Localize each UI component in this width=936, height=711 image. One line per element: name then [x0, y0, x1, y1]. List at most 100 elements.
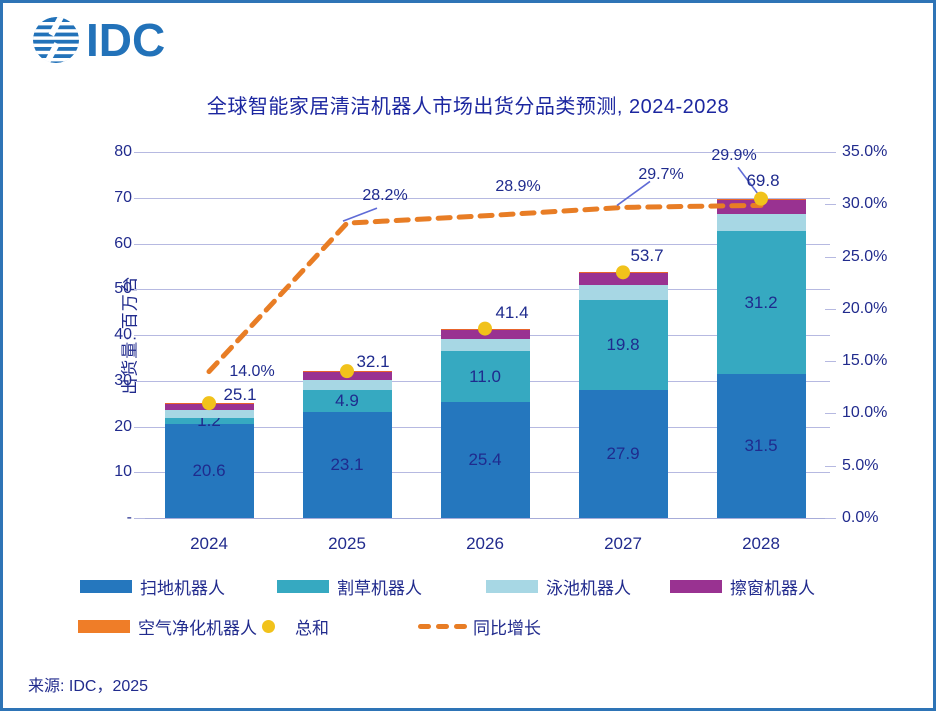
total-marker-dot	[754, 191, 768, 206]
x-axis-label: 2026	[466, 534, 504, 553]
gridline	[140, 152, 830, 153]
pct-axis-tick-label: 20.0%	[842, 299, 888, 317]
y-axis-tick-label: 60	[114, 234, 132, 252]
axis-tick-right	[825, 413, 836, 415]
pct-axis-tick-label: 25.0%	[842, 247, 888, 265]
legend-swatch-rect	[78, 619, 130, 633]
pct-axis-tick-label: 30.0%	[842, 195, 888, 213]
label-leader-line	[616, 180, 651, 207]
legend-swatch-dot	[262, 619, 275, 633]
bar-segment-泳池机器人	[440, 339, 530, 352]
bar-segment-扫地机器人	[440, 401, 530, 518]
axis-tick-left	[134, 426, 145, 428]
axis-tick-right	[825, 361, 836, 363]
x-axis-label: 2028	[742, 534, 780, 553]
legend-dash	[418, 623, 431, 629]
legend-label: 割草机器人	[337, 578, 422, 598]
legend-swatch-dashes	[418, 623, 467, 629]
idc-logo-graphic: IDC	[33, 14, 165, 66]
pct-axis-tick-label: 35.0%	[842, 143, 888, 160]
axis-tick-left	[134, 472, 145, 474]
growth-pct-label: 29.7%	[638, 166, 684, 184]
y-axis-tick-label: 70	[114, 188, 132, 206]
bar-segment-扫地机器人	[164, 423, 254, 518]
plot-area: 出货量: 百万台 80 70 60 50 40 30 20 10-35.0% 30.0% 25.0…	[114, 143, 887, 553]
total-value-label: 53.7	[630, 246, 664, 266]
bar-segment-扫地机器人	[302, 412, 392, 518]
legend-item-扫地机器人: 扫地机器人	[80, 576, 225, 598]
gridline	[140, 197, 830, 199]
growth-line	[206, 202, 764, 375]
total-value-label: 69.8	[746, 170, 780, 190]
legend-dash	[454, 623, 467, 629]
axis-tick-left	[134, 518, 145, 519]
gridline	[140, 289, 830, 291]
axis-tick-right	[825, 518, 836, 519]
growth-pct-label: 28.2%	[362, 187, 408, 205]
legend-item-割草机器人: 割草机器人	[277, 576, 422, 598]
gridline	[140, 518, 830, 519]
bar-segment-割草机器人	[716, 231, 806, 374]
y-axis-tick-label: -	[126, 509, 132, 526]
x-axis-label: 2024	[190, 534, 228, 553]
total-value-label: 25.1	[223, 385, 257, 405]
axis-tick-left	[134, 380, 145, 382]
growth-pct-label: 14.0%	[229, 362, 275, 380]
axis-tick-right	[825, 465, 836, 467]
source-note: 来源: IDC，2025	[28, 678, 149, 695]
pct-axis-tick-label: 15.0%	[842, 352, 888, 370]
y-axis-tick-label: 50	[114, 280, 132, 298]
line-overlay	[202, 166, 768, 411]
axis-tick-right	[825, 256, 836, 258]
growth-pct-label: 28.9%	[495, 177, 541, 195]
total-marker-dot	[616, 265, 630, 280]
bar-segment-泳池机器人	[164, 410, 254, 419]
legend-label: 泳池机器人	[546, 578, 631, 598]
legend-item-泳池机器人: 泳池机器人	[486, 576, 631, 598]
legend-label: 同比增长	[473, 618, 541, 638]
pct-axis-tick-label: 5.0%	[842, 456, 879, 474]
axis-tick-right	[825, 152, 836, 153]
legend-label: 空气净化机器人	[138, 618, 257, 638]
legend-swatch-rect	[80, 579, 132, 593]
legend-label: 总和	[295, 618, 329, 638]
x-axis-label: 2027	[604, 534, 642, 553]
bar-segment-泳池机器人	[302, 379, 392, 390]
bar-segment-泳池机器人	[578, 285, 668, 300]
bar-segment-割草机器人	[578, 299, 668, 391]
y-axis-tick-label: 40	[114, 326, 132, 343]
total-marker-dot	[202, 396, 216, 411]
total-value-label: 41.4	[495, 302, 529, 322]
bar-segment-扫地机器人	[716, 373, 806, 518]
axis-tick-right	[825, 308, 836, 310]
chart-title: 全球智能家居清洁机器人市场出货分品类预测, 2024-2028	[206, 96, 730, 118]
total-marker-dot	[478, 321, 492, 336]
legend-item-同比增长: 同比增长	[418, 616, 541, 638]
y-axis-tick-label: 20	[114, 417, 132, 435]
bar-segment-割草机器人	[440, 351, 530, 402]
legend-swatch-rect	[486, 579, 538, 593]
axis-tick-left	[134, 243, 145, 245]
axis-tick-left	[134, 335, 145, 336]
axis-tick-left	[134, 197, 145, 199]
axis-tick-left	[134, 152, 145, 153]
idc-logo-text: IDC	[86, 14, 165, 66]
legend-swatch-rect	[670, 579, 722, 593]
bar-segment-割草机器人	[164, 418, 254, 424]
legend-item-空气净化机器人: 空气净化机器人	[78, 616, 257, 638]
growth-pct-label: 29.9%	[711, 147, 757, 165]
x-axis-label: 2025	[328, 534, 366, 553]
idc-logo: IDC	[30, 12, 180, 73]
bar-segment-扫地机器人	[578, 390, 668, 518]
y-axis-tick-label: 10	[114, 463, 132, 481]
legend-label: 扫地机器人	[140, 578, 225, 598]
y-axis-tick-label: 80	[114, 143, 132, 160]
total-value-label: 32.1	[356, 352, 390, 372]
pct-axis-tick-label: 0.0%	[842, 509, 879, 526]
legend-swatch-rect	[277, 579, 329, 593]
globe-icon	[33, 17, 79, 63]
bar-segment-割草机器人	[302, 389, 392, 413]
legend-item-总和: 总和	[262, 616, 329, 638]
y-axis-tick-label: 30	[114, 371, 132, 389]
